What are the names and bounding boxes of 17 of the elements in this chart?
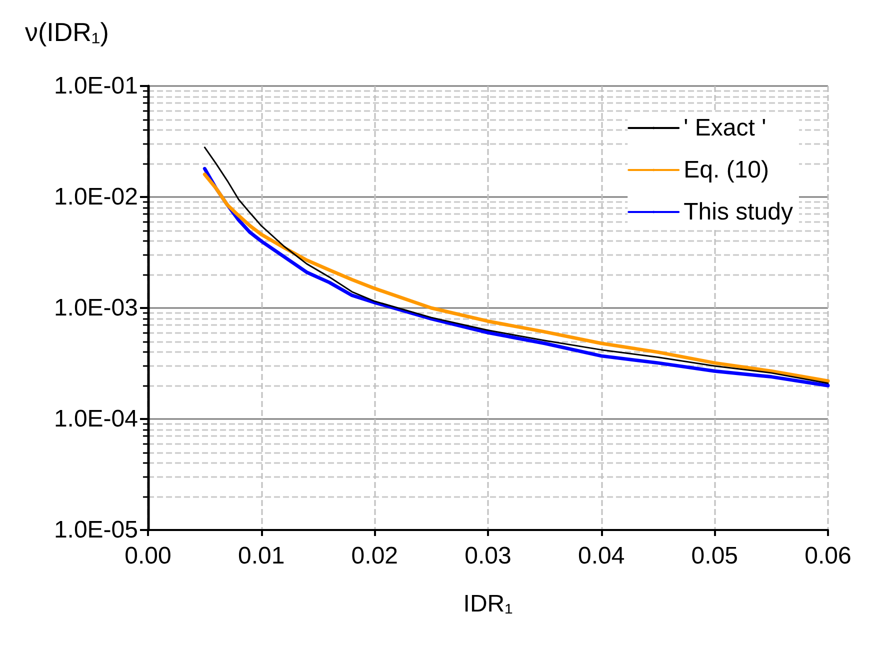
y-tick-label: 1.0E-01	[54, 72, 138, 100]
y-tick-label: 1.0E-02	[54, 184, 138, 210]
x-tick-label: 0.03	[464, 542, 512, 570]
y-tick-label: 1.0E-04	[54, 406, 138, 432]
y-tick-label: 1.0E-05	[54, 516, 138, 544]
x-tick-label: 0.01	[238, 542, 285, 570]
legend-label: ' Exact '	[684, 114, 766, 142]
x-tick-label: 0.05	[691, 542, 738, 570]
x-tick-label: 0.04	[578, 542, 625, 570]
x-tick-label: 0.00	[124, 542, 172, 570]
legend-label: Eq. (10)	[684, 156, 770, 184]
y-tick-label: 1.0E-03	[54, 294, 138, 322]
x-axis-title: IDR₁	[463, 590, 513, 618]
x-tick-label: 0.06	[804, 542, 852, 570]
legend-label: This study	[684, 198, 794, 226]
x-tick-label: 0.02	[351, 542, 398, 570]
y-axis-title: ν(IDR₁)	[25, 17, 109, 47]
